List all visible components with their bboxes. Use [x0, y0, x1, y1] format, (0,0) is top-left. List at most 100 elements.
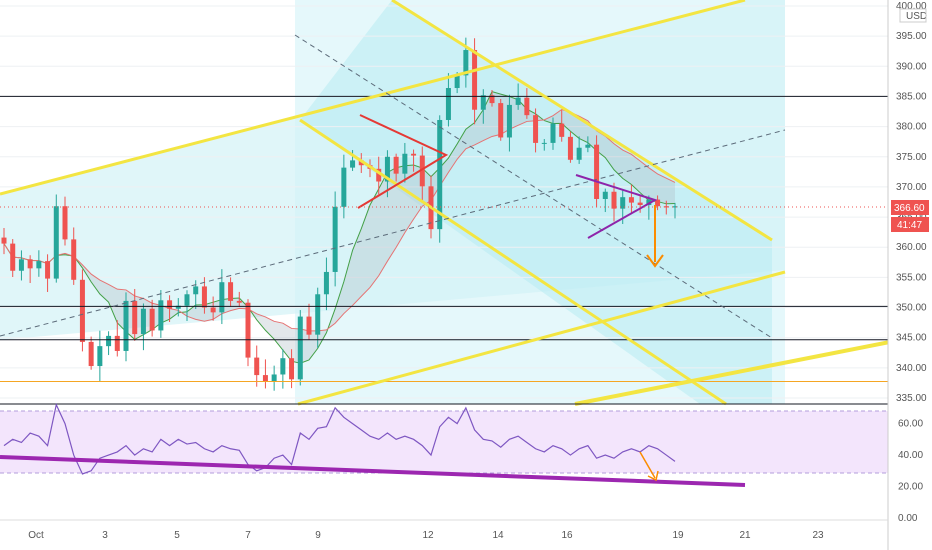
candle-body — [402, 153, 408, 174]
candle-body — [376, 168, 382, 182]
candle-body — [419, 155, 425, 187]
price-tick-label: 385.00 — [896, 91, 927, 102]
candle — [672, 202, 678, 219]
candle — [524, 88, 530, 119]
triangle-patterns — [0, 114, 888, 268]
candle-body — [45, 261, 51, 279]
candle-body — [489, 95, 495, 104]
candle-body — [472, 50, 478, 110]
candle-body — [271, 374, 277, 382]
candle-body — [445, 88, 451, 120]
candle-body — [254, 357, 260, 376]
candle-body — [559, 123, 565, 137]
price-tick-label: 395.00 — [896, 31, 927, 42]
upper-ascending-trendline[interactable] — [0, 0, 746, 196]
candle-body — [411, 153, 417, 156]
candle — [489, 90, 495, 107]
candle-body — [167, 300, 173, 309]
descending-channel-fill — [300, 0, 772, 404]
candle-body — [262, 375, 268, 382]
price-tick-label: 370.00 — [896, 182, 927, 193]
price-tick-label: 400.00 — [896, 1, 927, 12]
candle-body — [437, 119, 443, 230]
candle — [53, 194, 59, 283]
candle-body — [384, 156, 390, 182]
candle — [315, 287, 321, 348]
candle — [236, 291, 242, 307]
lower-descending-trendline[interactable] — [299, 118, 727, 406]
candle-body — [228, 282, 234, 301]
rsi-tick-label: 20.00 — [898, 482, 923, 493]
candle-body — [10, 243, 16, 271]
candle-body — [454, 75, 460, 89]
trendlines — [0, 0, 891, 406]
candle — [480, 89, 486, 124]
third-ascending-trendline[interactable] — [574, 340, 891, 406]
candle-body — [132, 300, 138, 335]
candle-body — [140, 308, 146, 335]
candle — [175, 298, 181, 317]
price-tick-label: 335.00 — [896, 393, 927, 404]
price-tick-label: 355.00 — [896, 272, 927, 283]
time-tick-label: Oct — [28, 530, 44, 541]
candle-body — [123, 300, 129, 351]
price-axis[interactable] — [888, 0, 932, 550]
candle-body — [193, 286, 199, 295]
upper-descending-trendline[interactable] — [391, 0, 773, 242]
rsi-divergence-line[interactable] — [0, 455, 746, 487]
candle-body — [341, 167, 347, 207]
price-tick-label: 350.00 — [896, 303, 927, 314]
price-tick-label: 360.00 — [896, 242, 927, 253]
lower-ascending-trendline[interactable] — [297, 270, 786, 406]
candle — [210, 296, 216, 321]
price-tick-label: 340.00 — [896, 363, 927, 374]
candle — [114, 320, 120, 357]
candle — [245, 299, 251, 367]
candle — [27, 255, 33, 284]
candle — [88, 336, 94, 370]
candle — [628, 184, 634, 215]
red-triangle[interactable] — [357, 114, 449, 209]
candle-body — [628, 197, 634, 203]
candle-body — [480, 95, 486, 110]
candle-body — [158, 300, 164, 331]
candle — [271, 365, 277, 391]
last-price-badge: 366.60 41:47 — [891, 200, 929, 232]
candle — [585, 136, 591, 153]
candle-body — [672, 206, 678, 208]
candle — [594, 135, 600, 208]
candle-body — [114, 335, 120, 351]
candle — [201, 277, 207, 314]
candle — [655, 195, 661, 211]
candle — [541, 139, 547, 151]
candle-body — [175, 305, 181, 309]
price-tick-label: 390.00 — [896, 61, 927, 72]
countdown-value: 41:47 — [897, 220, 922, 231]
candle-body — [602, 191, 608, 199]
purple-triangle[interactable] — [575, 174, 658, 239]
candle-body — [79, 279, 85, 342]
time-tick-label: 14 — [492, 530, 504, 541]
candle-body — [210, 307, 216, 313]
candle-body — [611, 191, 617, 209]
candle — [18, 250, 24, 281]
candle-body — [655, 199, 661, 207]
candle — [358, 153, 364, 173]
candle-body — [533, 115, 539, 143]
candle — [393, 153, 399, 182]
time-axis-labels: Oct 3 5 7 9 12 14 16 19 21 23 — [28, 530, 824, 541]
candle — [1, 228, 7, 255]
candle-body — [506, 104, 512, 138]
price-tick-label: 345.00 — [896, 333, 927, 344]
candle — [123, 292, 129, 362]
candle — [533, 108, 539, 153]
time-tick-label: 3 — [102, 530, 108, 541]
candle — [262, 359, 268, 389]
rsi-tick-label: 0.00 — [898, 513, 918, 524]
projection-arrow-head — [646, 254, 664, 268]
candle — [550, 117, 556, 150]
price-tick-label: 380.00 — [896, 122, 927, 133]
time-tick-label: 23 — [812, 530, 824, 541]
candle-body — [97, 346, 103, 367]
